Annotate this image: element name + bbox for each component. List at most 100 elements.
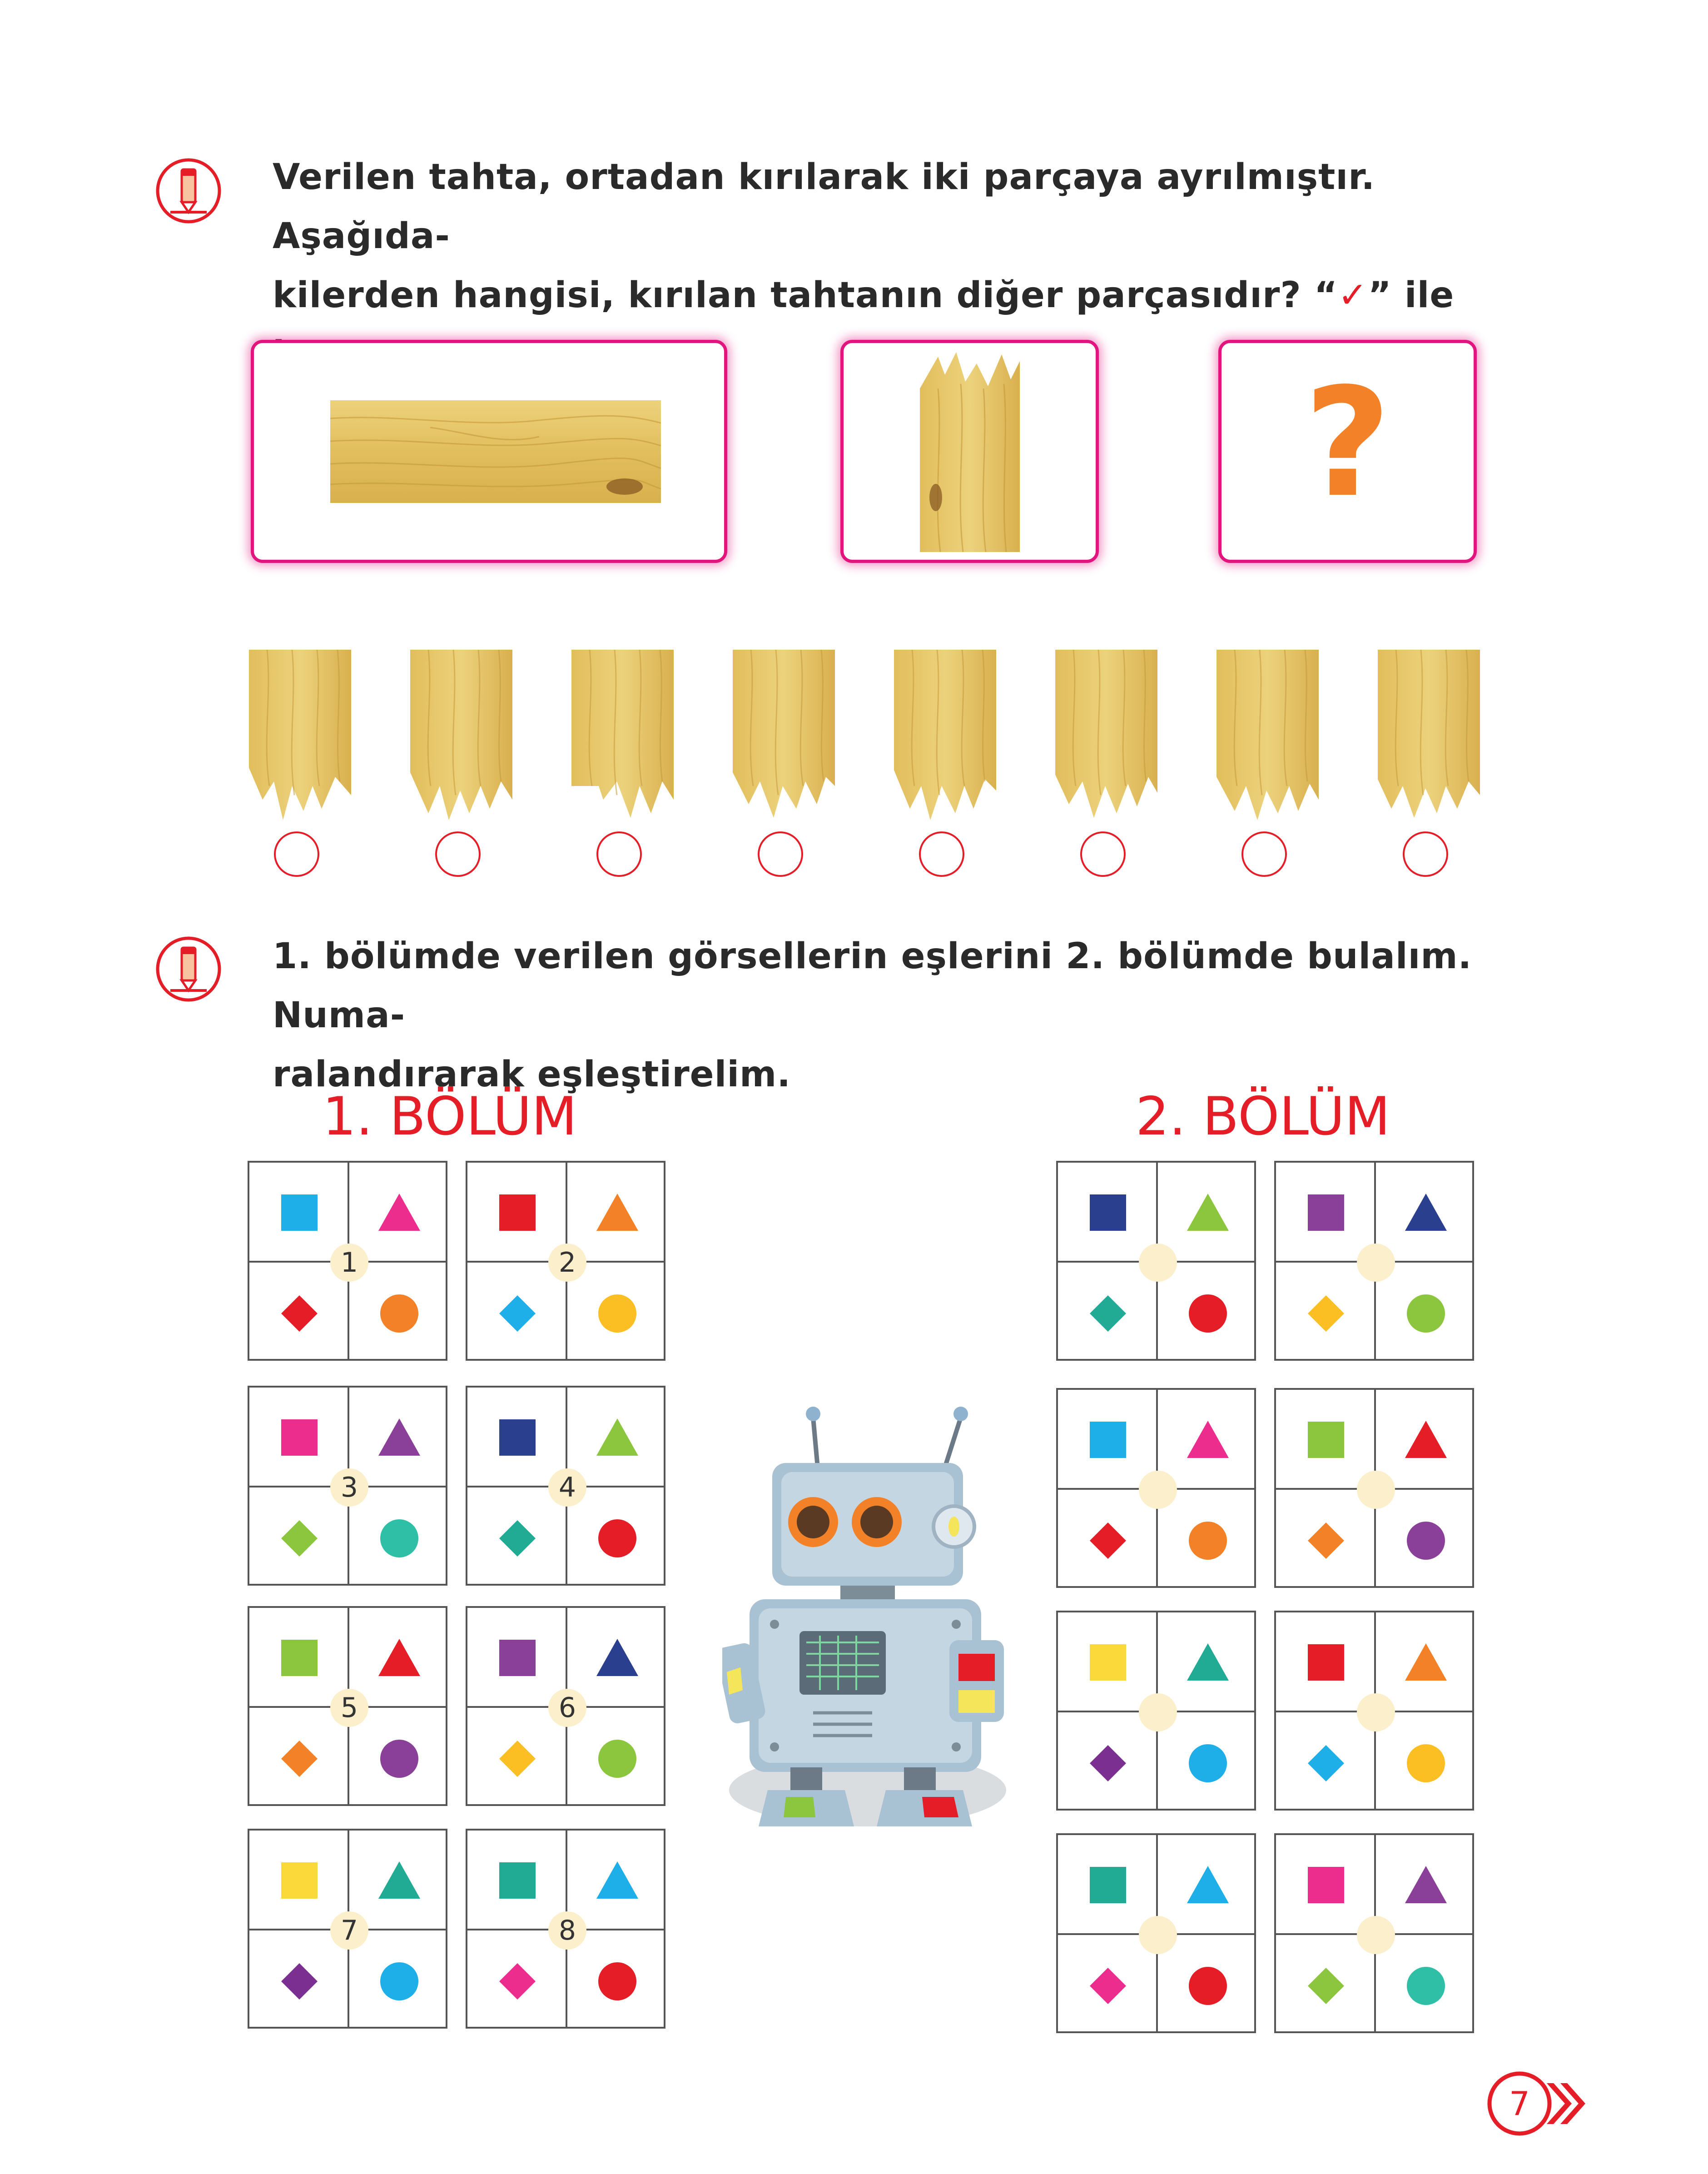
triangle-shape: [1187, 1643, 1229, 1681]
circle-shape: [1189, 1294, 1227, 1333]
triangle-shape: [596, 1194, 638, 1231]
option-piece-8: [1378, 650, 1480, 818]
question-mark-icon: ?: [1304, 356, 1391, 530]
circle-shape: [1189, 1967, 1227, 2005]
triangle-shape: [378, 1418, 420, 1456]
diamond-shape: [1090, 1295, 1126, 1332]
triangle-shape: [1187, 1194, 1229, 1231]
option-piece-1: [249, 650, 351, 820]
card-number: 8: [548, 1911, 586, 1950]
question-2-line-1: 1. bölümde verilen görsellerin eşlerini …: [273, 936, 1472, 1036]
section-1-card-5: 5: [248, 1606, 447, 1806]
section-2-card-5: [1056, 1611, 1256, 1811]
diamond-shape: [1308, 1295, 1344, 1332]
section-1-card-6: 6: [466, 1606, 665, 1806]
section-2-card-2: [1274, 1161, 1474, 1361]
option-answer-circle-4[interactable]: [758, 831, 803, 877]
broken-piece-frame: [840, 340, 1099, 563]
robot-illustration: [722, 1407, 1006, 1826]
triangle-shape: [596, 1418, 638, 1456]
option-answer-circle-6[interactable]: [1080, 831, 1126, 877]
square-shape: [281, 1419, 318, 1456]
triangle-shape: [1187, 1866, 1229, 1903]
circle-shape: [1407, 1967, 1445, 2005]
broken-piece-image: [920, 352, 1020, 552]
triangle-shape: [596, 1639, 638, 1676]
diamond-shape: [1090, 1968, 1126, 2004]
triangle-shape: [1405, 1421, 1447, 1458]
circle-shape: [1407, 1744, 1445, 1782]
question-1-line-1: Verilen tahta, ortadan kırılarak iki par…: [273, 157, 1375, 257]
diamond-shape: [1308, 1522, 1344, 1559]
card-number-blank[interactable]: [1139, 1916, 1177, 1954]
circle-shape: [1407, 1294, 1445, 1333]
diamond-shape: [499, 1963, 536, 2000]
option-answer-circle-8[interactable]: [1403, 831, 1448, 877]
diamond-shape: [1090, 1522, 1126, 1559]
circle-shape: [380, 1519, 418, 1557]
card-number: 4: [548, 1468, 586, 1507]
section-2-card-1: [1056, 1161, 1256, 1361]
triangle-shape: [596, 1861, 638, 1899]
question-2-line-2: ralandırarak eşleştirelim.: [273, 1054, 791, 1095]
card-number-blank[interactable]: [1357, 1471, 1395, 1509]
option-piece-4: [733, 650, 835, 818]
diamond-shape: [281, 1741, 318, 1777]
option-answer-circle-1[interactable]: [274, 831, 319, 877]
option-answer-circle-2[interactable]: [435, 831, 481, 877]
card-number: 2: [548, 1244, 586, 1282]
card-number-blank[interactable]: [1139, 1244, 1177, 1282]
card-number-blank[interactable]: [1139, 1693, 1177, 1731]
diamond-shape: [1090, 1745, 1126, 1781]
square-shape: [281, 1194, 318, 1231]
whole-board-frame: [251, 340, 727, 563]
section-2-title: 2. BÖLÜM: [1136, 1086, 1390, 1147]
section-2-card-6: [1274, 1611, 1474, 1811]
circle-shape: [598, 1519, 636, 1557]
check-mark-icon: ✓: [1338, 275, 1368, 316]
card-number: 1: [330, 1244, 368, 1282]
circle-shape: [380, 1740, 418, 1778]
card-number-blank[interactable]: [1357, 1916, 1395, 1954]
square-shape: [499, 1419, 536, 1456]
page-number: 7: [1509, 2084, 1530, 2123]
option-piece-7: [1216, 650, 1319, 820]
diamond-shape: [281, 1295, 318, 1332]
card-number-blank[interactable]: [1139, 1471, 1177, 1509]
circle-shape: [598, 1294, 636, 1333]
square-shape: [1090, 1644, 1126, 1681]
section-1-card-8: 8: [466, 1829, 665, 2029]
card-number-blank[interactable]: [1357, 1244, 1395, 1282]
square-shape: [281, 1862, 318, 1899]
option-answer-circle-3[interactable]: [596, 831, 642, 877]
section-1-card-4: 4: [466, 1386, 665, 1586]
circle-shape: [1189, 1744, 1227, 1782]
question-1-line-2a: kilerden hangisi, kırılan tahtanın diğer…: [273, 275, 1338, 316]
option-piece-3: [571, 650, 674, 818]
page-number-badge: 7: [1485, 2070, 1585, 2138]
square-shape: [1090, 1422, 1126, 1458]
circle-shape: [380, 1294, 418, 1333]
circle-shape: [1189, 1522, 1227, 1560]
section-1-card-3: 3: [248, 1386, 447, 1586]
square-shape: [1090, 1867, 1126, 1903]
triangle-shape: [378, 1861, 420, 1899]
triangle-shape: [378, 1194, 420, 1231]
circle-shape: [1407, 1522, 1445, 1560]
option-answer-circle-5[interactable]: [919, 831, 964, 877]
section-1-card-2: 2: [466, 1161, 665, 1361]
diamond-shape: [499, 1741, 536, 1777]
square-shape: [1308, 1867, 1344, 1903]
whole-board-image: [330, 400, 661, 503]
option-piece-2: [410, 650, 512, 820]
card-number-blank[interactable]: [1357, 1693, 1395, 1731]
square-shape: [499, 1194, 536, 1231]
diamond-shape: [1308, 1745, 1344, 1781]
option-answer-circle-7[interactable]: [1241, 831, 1287, 877]
square-shape: [1308, 1644, 1344, 1681]
square-shape: [1308, 1422, 1344, 1458]
diamond-shape: [1308, 1968, 1344, 2004]
triangle-shape: [1405, 1643, 1447, 1681]
diamond-shape: [499, 1295, 536, 1332]
card-number: 7: [330, 1911, 368, 1950]
